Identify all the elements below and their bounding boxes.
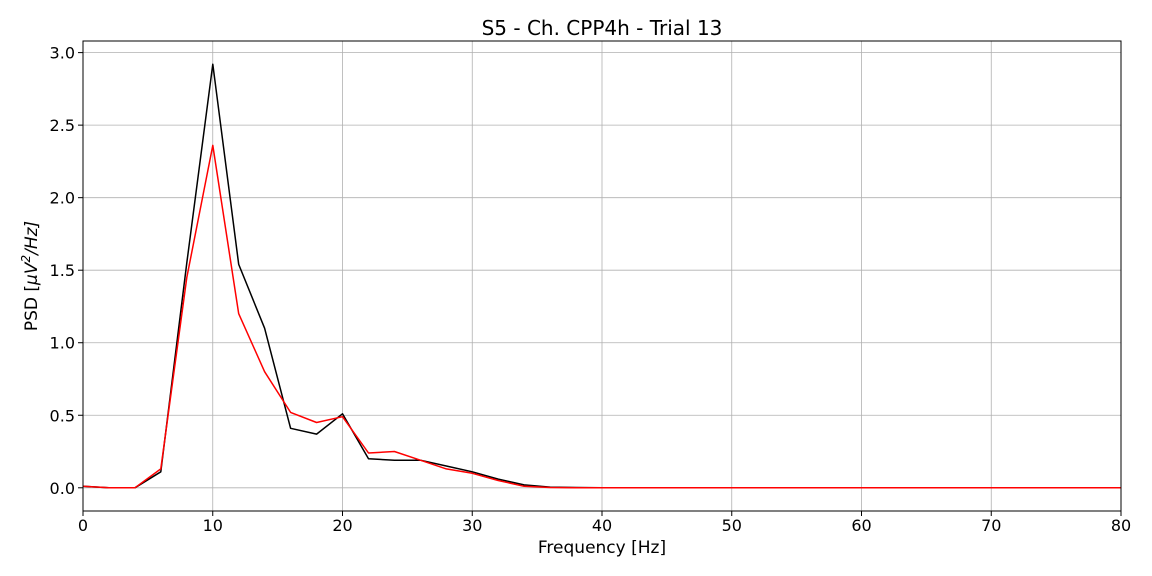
series-line-2 (82, 144, 1121, 489)
y-label-exp: 2 (19, 255, 33, 263)
y-tick-label: 1.5 (50, 261, 75, 280)
y-tick-label: 1.0 (50, 334, 75, 353)
x-tick-label: 80 (1111, 516, 1131, 535)
x-tick-label: 10 (203, 516, 223, 535)
x-tick-label: 40 (592, 516, 612, 535)
y-label-suffix: /Hz] (22, 221, 42, 257)
y-tick-label: 0.5 (50, 406, 75, 425)
y-label-mu: μV (22, 261, 42, 286)
series-layer (82, 63, 1121, 489)
x-axis-label: Frequency [Hz] (538, 538, 666, 558)
axis-ticks: 0 10 20 30 40 50 60 70 80 0.0 0.5 1.0 1.5 2.0 2.5 3.0 (50, 44, 1132, 535)
x-tick-label: 70 (981, 516, 1001, 535)
y-tick-label: 2.5 (50, 116, 75, 135)
x-tick-label: 0 (78, 516, 88, 535)
x-tick-label: 60 (851, 516, 871, 535)
y-tick-label: 0.0 (50, 479, 75, 498)
y-tick-label: 2.0 (50, 189, 75, 208)
grid (82, 41, 1122, 511)
chart-title: S5 - Ch. CPP4h - Trial 13 (482, 16, 723, 40)
y-label-prefix: PSD [ (22, 285, 42, 331)
y-axis-label: PSD [μV2/Hz] (19, 221, 42, 331)
y-tick-label: 3.0 (50, 44, 75, 63)
x-tick-label: 30 (462, 516, 482, 535)
x-tick-label: 50 (722, 516, 742, 535)
x-tick-label: 20 (332, 516, 352, 535)
